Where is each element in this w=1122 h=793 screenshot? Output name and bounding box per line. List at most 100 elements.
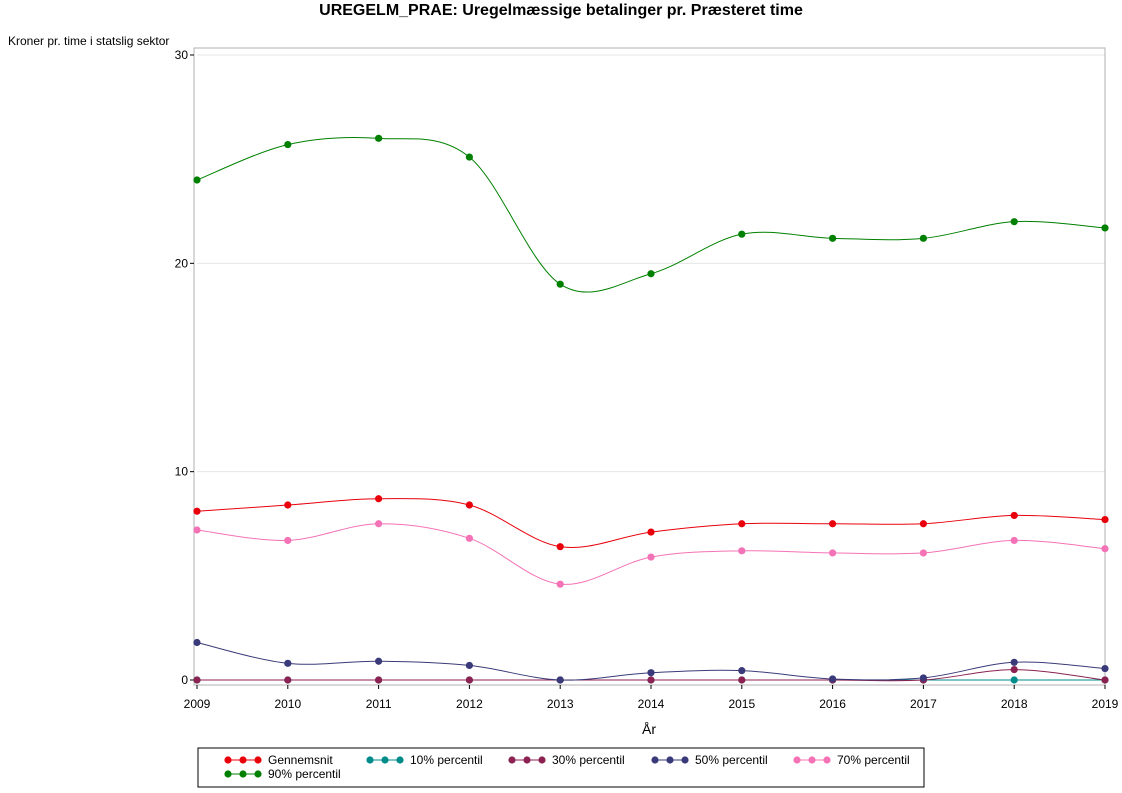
data-point: [647, 270, 655, 278]
data-point: [647, 553, 655, 561]
data-point: [738, 676, 746, 684]
legend-marker: [254, 756, 262, 764]
data-point: [1010, 536, 1018, 545]
y-axis-label: Kroner pr. time i statslig sektor: [8, 34, 169, 48]
data-point: [919, 549, 928, 557]
legend-marker: [254, 770, 262, 778]
x-tick-label: 2014: [638, 697, 665, 711]
legend-marker: [523, 756, 531, 764]
data-point: [375, 495, 383, 503]
data-point: [556, 676, 564, 684]
x-tick-label: 2010: [274, 697, 301, 711]
legend-marker: [224, 770, 232, 778]
legend-marker: [381, 756, 389, 764]
legend-label: 50% percentil: [695, 753, 768, 767]
x-axis-label: År: [642, 721, 656, 737]
data-point: [1101, 515, 1109, 524]
legend-marker: [508, 756, 516, 764]
x-tick-label: 2012: [456, 697, 483, 711]
legend-marker: [681, 756, 689, 764]
data-point: [738, 667, 746, 675]
data-point: [1010, 658, 1018, 666]
data-point: [1010, 665, 1018, 674]
legend-label: 30% percentil: [552, 753, 625, 767]
x-tick-label: 2019: [1092, 697, 1119, 711]
data-point: [829, 549, 837, 557]
data-point: [465, 153, 473, 161]
data-point: [375, 676, 383, 684]
data-point: [193, 638, 201, 647]
data-point: [738, 520, 746, 528]
data-point: [284, 536, 292, 545]
x-tick-label: 2015: [728, 697, 755, 711]
data-point: [284, 501, 292, 509]
data-point: [919, 234, 928, 242]
series-0: [193, 495, 1109, 551]
series-5: [193, 134, 1109, 293]
data-point: [284, 676, 292, 684]
x-tick-label: 2016: [819, 697, 846, 711]
series-line: [196, 498, 1106, 548]
data-point: [465, 501, 473, 509]
data-point: [465, 534, 473, 542]
data-point: [829, 234, 837, 242]
plot-area: 0 10 20 30 2009 2010 2011 2012 2013 2014 2015 2016 2…: [175, 47, 1119, 711]
legend-label: 90% percentil: [268, 767, 341, 781]
data-point: [556, 280, 564, 288]
series-4: [193, 520, 1109, 588]
data-point: [556, 580, 564, 588]
data-point: [193, 507, 201, 515]
x-tick-label: 2018: [1001, 697, 1028, 711]
data-point: [829, 520, 837, 528]
legend-label: 70% percentil: [837, 753, 910, 767]
data-point: [1010, 676, 1018, 684]
data-point: [375, 134, 383, 142]
data-point: [193, 176, 201, 184]
data-point: [1101, 224, 1109, 232]
y-tick-label: 0: [181, 673, 188, 687]
series-line: [196, 136, 1106, 293]
chart-title: UREGELM_PRAE: Uregelmæssige betalinger p…: [319, 2, 803, 19]
legend-item: 70% percentil: [793, 753, 910, 767]
legend-marker: [808, 756, 816, 764]
data-point: [647, 669, 655, 677]
data-point: [465, 676, 473, 684]
data-point: [738, 547, 746, 555]
data-point: [829, 675, 837, 683]
data-point: [193, 676, 201, 684]
data-point: [556, 543, 564, 551]
data-point: [919, 520, 928, 528]
data-point: [284, 140, 292, 149]
x-tick-label: 2011: [366, 697, 392, 711]
legend-item: 90% percentil: [224, 767, 341, 781]
legend-item: 30% percentil: [508, 753, 625, 767]
plot-frame: [193, 47, 1106, 686]
series-3: [193, 638, 1109, 684]
legend-marker: [239, 756, 247, 764]
legend-marker: [823, 756, 831, 764]
legend-marker: [224, 756, 232, 764]
data-point: [647, 528, 655, 536]
data-point: [738, 230, 746, 238]
data-point: [1101, 545, 1109, 553]
y-tick-label: 10: [175, 465, 189, 479]
data-point: [375, 520, 383, 528]
legend-item: Gennemsnit: [224, 753, 333, 767]
x-tick-label: 2017: [910, 697, 937, 711]
data-point: [375, 657, 383, 665]
data-point: [919, 674, 928, 682]
legend-marker: [396, 756, 404, 764]
legend-marker: [666, 756, 674, 764]
x-tick-label: 2013: [547, 697, 574, 711]
legend-item: 50% percentil: [651, 753, 768, 767]
data-point: [1101, 676, 1109, 684]
legend-label: 10% percentil: [410, 753, 483, 767]
legend-marker: [793, 756, 801, 764]
data-point: [1101, 664, 1109, 673]
data-point: [193, 526, 201, 534]
y-tick-label: 20: [175, 256, 189, 270]
x-tick-label: 2009: [184, 697, 211, 711]
legend-marker: [366, 756, 374, 764]
legend-marker: [651, 756, 659, 764]
